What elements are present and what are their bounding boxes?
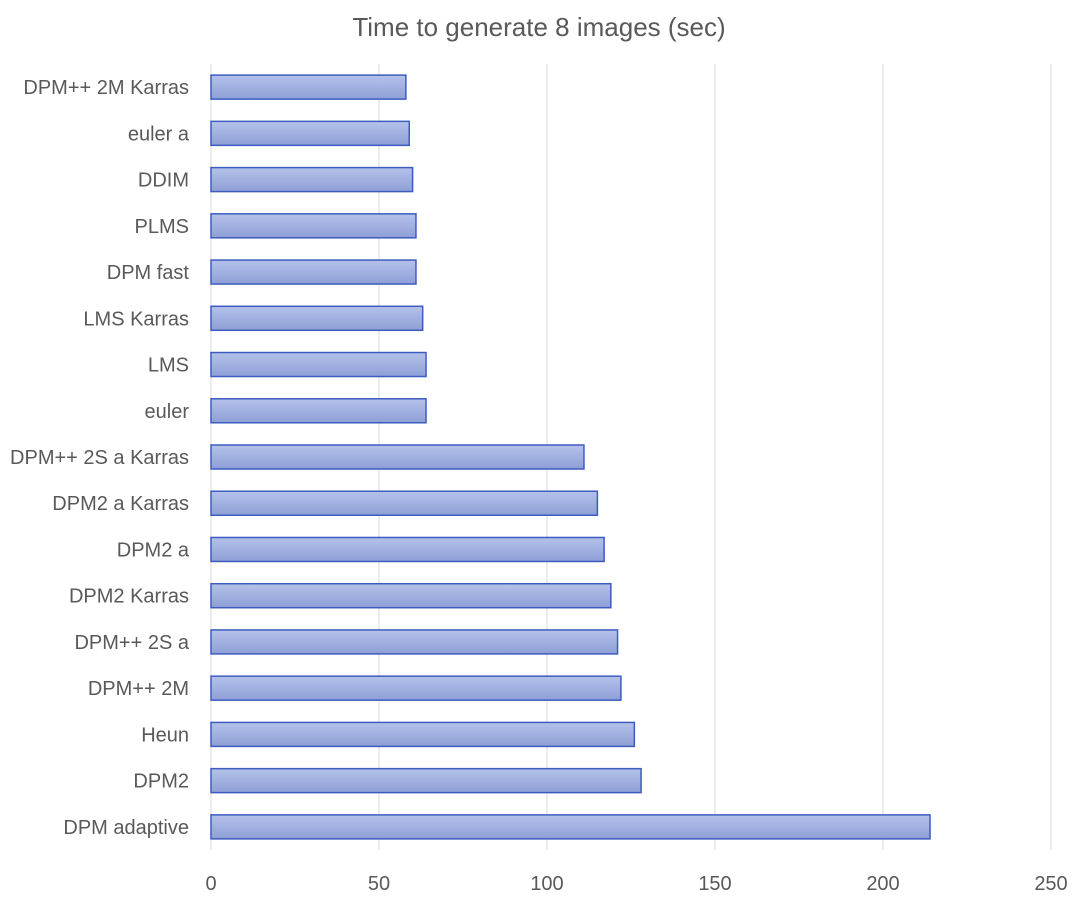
category-label: DPM++ 2M Karras (23, 77, 189, 99)
bar (210, 536, 605, 563)
category-label: LMS Karras (83, 308, 189, 330)
bar (210, 166, 414, 193)
category-label: PLMS (135, 216, 189, 238)
category-label: euler (145, 401, 190, 423)
category-label: LMS (148, 355, 189, 377)
bar (210, 444, 585, 470)
category-label: DPM2 a (117, 539, 190, 561)
bar (210, 398, 427, 424)
bar (210, 721, 636, 748)
bar (210, 74, 407, 100)
category-label: DPM++ 2M (88, 678, 189, 700)
category-label: DPM2 (133, 771, 189, 793)
category-label: euler a (128, 123, 190, 145)
bar (210, 259, 417, 285)
x-axis-tick-labels: 0 50 100 150 200 250 (205, 873, 1067, 895)
bar (210, 767, 642, 794)
x-tick-label: 0 (205, 873, 216, 895)
category-label: DPM2 Karras (69, 586, 189, 608)
category-labels: DPM++ 2M Karras euler a DDIM PLMS DPM fast LM… (10, 77, 190, 839)
bar (210, 814, 931, 840)
x-tick-label: 150 (698, 873, 731, 895)
category-label: DPM++ 2S a Karras (10, 447, 189, 469)
x-tick-label: 250 (1034, 873, 1067, 895)
bars (210, 74, 931, 840)
category-label: DPM++ 2S a (74, 632, 189, 654)
category-label: DPM2 a Karras (52, 493, 189, 515)
bar (210, 351, 427, 378)
x-tick-label: 50 (368, 873, 390, 895)
category-label: DPM adaptive (63, 817, 189, 839)
bar (210, 120, 410, 147)
x-tick-label: 200 (866, 873, 899, 895)
x-tick-label: 100 (530, 873, 563, 895)
bar (210, 675, 622, 701)
bar (210, 305, 424, 332)
bar (210, 582, 612, 609)
bar (210, 213, 417, 239)
bar (210, 490, 599, 516)
category-label: DDIM (138, 170, 189, 192)
bar (210, 629, 619, 655)
category-label: Heun (141, 724, 189, 746)
chart-title: Time to generate 8 images (sec) (352, 12, 725, 42)
category-label: DPM fast (107, 262, 190, 284)
